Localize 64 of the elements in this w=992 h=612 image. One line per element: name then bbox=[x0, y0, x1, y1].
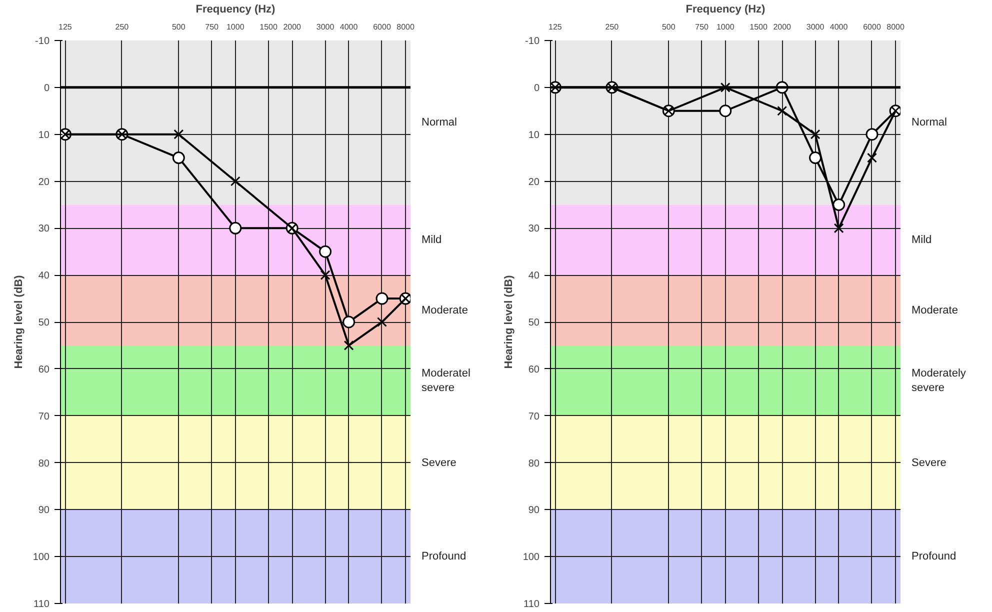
band-label: Profound bbox=[422, 550, 466, 563]
y-tick-label: 20 bbox=[38, 176, 50, 188]
y-tick-label: 110 bbox=[524, 599, 540, 610]
x-tick-label: 500 bbox=[662, 22, 676, 32]
x-tick-label: 2000 bbox=[283, 22, 302, 32]
band-label: Normal bbox=[912, 116, 947, 129]
x-tick-label: 6000 bbox=[863, 22, 882, 32]
y-tick-label: 30 bbox=[528, 224, 540, 235]
band-label: Normal bbox=[422, 116, 457, 129]
band-label: Profound bbox=[912, 550, 956, 563]
x-tick-label: 4000 bbox=[830, 22, 848, 32]
band-label: Mild bbox=[422, 234, 442, 246]
y-tick-label: 90 bbox=[38, 505, 50, 516]
band-label: Moderate bbox=[912, 304, 958, 316]
y-tick-label: 50 bbox=[38, 318, 50, 328]
y-tick-label: 60 bbox=[528, 364, 540, 376]
x-tick-label: 250 bbox=[115, 22, 130, 32]
y-tick-label: 110 bbox=[34, 599, 50, 610]
y-tick-label: -10 bbox=[525, 36, 540, 47]
band-label: Severe bbox=[422, 456, 456, 469]
y-tick-label: 70 bbox=[38, 411, 50, 422]
x-tick-label: 8000 bbox=[886, 22, 905, 32]
x-tick-label: 3000 bbox=[806, 22, 825, 32]
y-axis-title: Hearing level (dB) bbox=[12, 274, 25, 369]
x-tick-label: 125 bbox=[548, 22, 562, 32]
x-tick-label: 1000 bbox=[226, 22, 245, 32]
y-tick-label: 90 bbox=[528, 505, 540, 516]
y-tick-label: 100 bbox=[32, 552, 50, 564]
y-tick-label: 20 bbox=[528, 176, 540, 188]
y-tick-label: 30 bbox=[38, 224, 50, 235]
x-tick-label: 1500 bbox=[750, 22, 768, 32]
y-tick-label: 50 bbox=[528, 318, 540, 328]
x-tick-label: 4000 bbox=[340, 22, 358, 32]
y-tick-label: 0 bbox=[44, 82, 50, 94]
band-label: Moderately severe bbox=[912, 367, 966, 394]
y-tick-label: -10 bbox=[35, 36, 50, 47]
x-tick-label: 750 bbox=[695, 22, 710, 32]
band-label: Severe bbox=[912, 456, 946, 469]
x-tick-label: 1000 bbox=[716, 22, 735, 32]
y-tick-label: 80 bbox=[38, 458, 50, 470]
x-tick-label: 250 bbox=[605, 22, 620, 32]
y-tick-label: 0 bbox=[534, 82, 540, 94]
y-tick-label: 10 bbox=[38, 130, 50, 141]
x-tick-label: 6000 bbox=[373, 22, 392, 32]
band-label: Moderatel severe bbox=[422, 367, 470, 394]
y-tick-label: 70 bbox=[528, 411, 540, 422]
y-tick-label: 40 bbox=[528, 270, 540, 282]
x-tick-label: 1500 bbox=[260, 22, 278, 32]
x-tick-label: 2000 bbox=[773, 22, 792, 32]
x-tick-label: 500 bbox=[172, 22, 186, 32]
y-tick-label: 10 bbox=[528, 130, 540, 141]
x-tick-label: 3000 bbox=[316, 22, 335, 32]
y-tick-label: 40 bbox=[38, 270, 50, 282]
band-label: Mild bbox=[912, 234, 932, 246]
y-axis-title: Hearing level (dB) bbox=[502, 274, 515, 369]
x-axis-title: Frequency (Hz) bbox=[196, 4, 276, 16]
band-label: Moderate bbox=[422, 304, 468, 316]
x-axis-title: Frequency (Hz) bbox=[686, 4, 766, 16]
y-tick-label: 100 bbox=[522, 552, 540, 564]
y-tick-label: 80 bbox=[528, 458, 540, 470]
x-tick-label: 125 bbox=[58, 22, 72, 32]
x-tick-label: 750 bbox=[205, 22, 220, 32]
x-tick-label: 8000 bbox=[396, 22, 415, 32]
y-tick-label: 60 bbox=[38, 364, 50, 376]
